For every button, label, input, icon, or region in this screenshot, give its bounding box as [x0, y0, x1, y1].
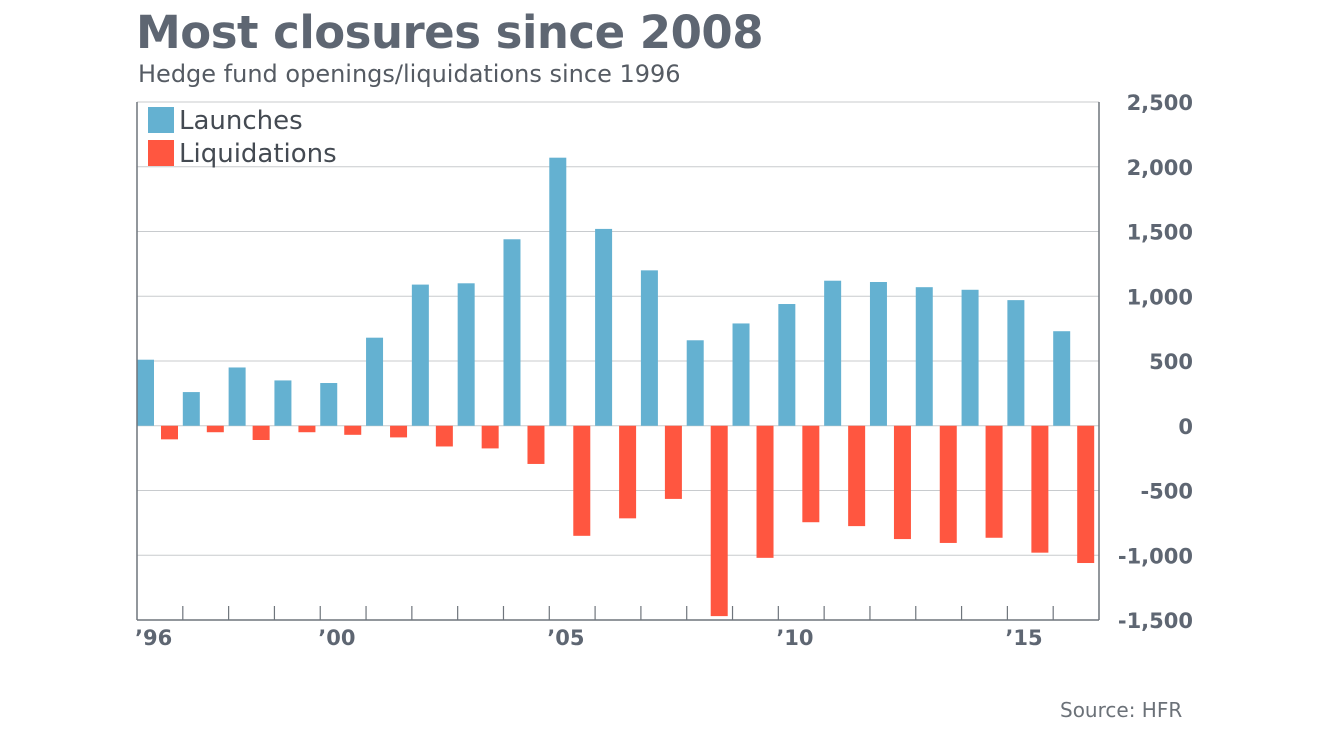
- bar-launches-2003: [457, 283, 475, 426]
- bar-launches-2014: [961, 289, 979, 426]
- bar-launches-2012: [869, 282, 887, 426]
- bar-launches-1996: [137, 359, 154, 426]
- legend-label-launches: Launches: [179, 106, 303, 136]
- bar-liquidations-1997: [206, 425, 224, 433]
- bar-launches-2009: [732, 323, 750, 426]
- bar-liquidations-2013: [939, 425, 957, 543]
- bar-liquidations-2011: [848, 425, 866, 527]
- legend-label-liquidations: Liquidations: [179, 139, 337, 169]
- y-tick-label: 1,500: [1127, 221, 1193, 245]
- bar-liquidations-2010: [802, 425, 820, 523]
- y-tick-label: 0: [1178, 415, 1193, 439]
- y-tick-label: -500: [1140, 480, 1193, 504]
- bar-launches-2016: [1053, 331, 1071, 426]
- bar-liquidations-1999: [298, 425, 316, 433]
- bar-launches-1998: [228, 367, 246, 426]
- y-tick-label: 500: [1149, 350, 1193, 374]
- bar-liquidations-1996: [161, 425, 178, 440]
- y-tick-label: 1,000: [1127, 285, 1193, 309]
- bar-liquidations-2016: [1077, 425, 1095, 564]
- y-tick-label: -1,500: [1118, 609, 1193, 633]
- legend-swatch-liquidations: [148, 140, 174, 166]
- bar-launches-1999: [274, 380, 292, 426]
- bar-liquidations-1998: [252, 425, 270, 440]
- bar-liquidations-2014: [985, 425, 1003, 538]
- bar-liquidations-2012: [893, 425, 911, 540]
- chart-subtitle: Hedge fund openings/liquidations since 1…: [138, 60, 681, 88]
- bar-launches-1997: [182, 392, 200, 426]
- bar-launches-2015: [1007, 300, 1025, 426]
- bar-launches-2008: [686, 340, 704, 426]
- bar-liquidations-2001: [390, 425, 408, 438]
- bar-liquidations-2004: [527, 425, 545, 464]
- gridlines: [137, 101, 1099, 621]
- bar-launches-2005: [549, 157, 567, 426]
- bar-liquidations-2006: [619, 425, 637, 519]
- bar-launches-2007: [640, 270, 658, 426]
- y-tick-label: -1,000: [1118, 544, 1193, 568]
- bar-liquidations-2000: [344, 425, 362, 435]
- bar-liquidations-2009: [756, 425, 774, 558]
- bar-launches-2006: [595, 228, 613, 426]
- x-tick-label: ’10: [776, 626, 813, 650]
- bar-launches-2013: [915, 287, 933, 426]
- bar-launches-2002: [411, 284, 429, 426]
- source-note: Source: HFR: [1060, 698, 1183, 722]
- legend-swatch-launches: [148, 107, 174, 133]
- bar-liquidations-2015: [1031, 425, 1049, 553]
- bar-launches-2000: [320, 383, 338, 426]
- y-tick-label: 2,000: [1127, 156, 1193, 180]
- bar-liquidations-2005: [573, 425, 591, 536]
- bar-launches-2004: [503, 239, 521, 426]
- x-tick-label: ’96: [135, 626, 172, 650]
- x-tick-label: ’00: [318, 626, 355, 650]
- bars: [137, 157, 1095, 617]
- y-tick-label: 2,500: [1127, 91, 1193, 115]
- bar-liquidations-2003: [481, 425, 499, 449]
- bar-liquidations-2008: [710, 425, 728, 617]
- axes: 2,500 2,000 1,500 1,000 500 0 -500 -1,000 -1,500…: [135, 91, 1193, 650]
- bar-liquidations-2002: [435, 425, 453, 447]
- chart-title: Most closures since 2008: [136, 6, 764, 59]
- bar-launches-2010: [778, 304, 796, 426]
- x-tick-label: ’15: [1005, 626, 1042, 650]
- bar-liquidations-2007: [664, 425, 682, 499]
- x-tick-label: ’05: [547, 626, 584, 650]
- bar-launches-2011: [824, 280, 842, 426]
- bar-launches-2001: [366, 337, 384, 426]
